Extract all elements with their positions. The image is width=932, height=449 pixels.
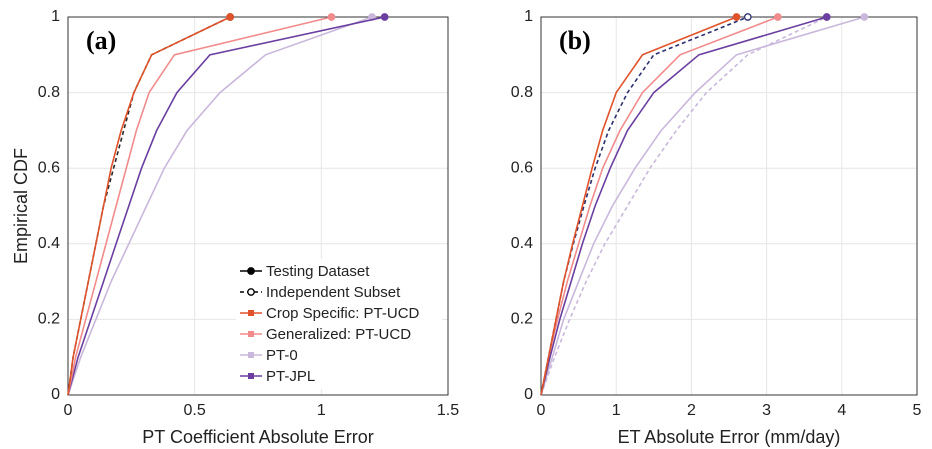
marker [248, 373, 254, 379]
x-tick-label: 5 [913, 402, 922, 419]
y-tick-label: 1 [51, 8, 60, 25]
y-tick-label: 0.2 [511, 311, 533, 328]
cdf-line [67, 16, 332, 396]
x-tick-label: 1.5 [437, 402, 459, 419]
legend-label: Generalized: PT-UCD [266, 326, 411, 343]
plot-frame [540, 16, 918, 396]
y-tick-label: 1 [524, 8, 533, 25]
marker [248, 331, 254, 337]
legend-label: Independent Subset [266, 284, 401, 301]
legend-label: Crop Specific: PT-UCD [266, 305, 420, 322]
y-tick-label: 0.4 [38, 235, 60, 252]
y-tick-label: 0 [524, 386, 533, 403]
x-tick-label: 2 [687, 402, 696, 419]
marker [226, 13, 234, 21]
y-tick-label: 0.2 [38, 311, 60, 328]
x-tick-label: 1 [612, 402, 621, 419]
marker [860, 13, 869, 21]
marker [247, 267, 255, 275]
x-axis-label: ET Absolute Error (mm/day) [618, 427, 841, 447]
marker [774, 13, 782, 21]
y-axis-label: Empirical CDF [11, 148, 31, 264]
x-tick-label: 0.5 [184, 402, 206, 419]
panel-label: (a) [86, 26, 116, 55]
marker [380, 13, 389, 21]
x-tick-label: 4 [837, 402, 846, 419]
y-tick-label: 0.6 [38, 159, 60, 176]
x-tick-label: 0 [537, 402, 546, 419]
cdf-line [67, 16, 373, 396]
cdf-line [540, 16, 828, 396]
legend-label: PT-0 [266, 347, 298, 364]
x-tick-label: 3 [762, 402, 771, 419]
panel-label: (b) [559, 26, 591, 55]
y-tick-label: 0.8 [511, 84, 533, 101]
marker [248, 352, 254, 358]
x-tick-label: 0 [64, 402, 73, 419]
marker [732, 13, 741, 21]
y-tick-label: 0.4 [511, 235, 533, 252]
cdf-line [67, 16, 385, 396]
marker [247, 288, 255, 296]
y-tick-label: 0.8 [38, 84, 60, 101]
cdf-line [540, 16, 865, 396]
legend-box [236, 259, 442, 389]
marker [743, 13, 752, 21]
cdf-line [540, 16, 828, 396]
marker [327, 13, 336, 21]
marker [248, 310, 254, 316]
cdf-line [540, 16, 779, 396]
x-axis-label: PT Coefficient Absolute Error [142, 427, 373, 447]
x-tick-label: 1 [317, 402, 326, 419]
legend-label: PT-JPL [266, 368, 315, 385]
cdf-line [540, 16, 737, 396]
marker [822, 13, 831, 21]
legend-label: Testing Dataset [266, 263, 370, 280]
cdf-line [67, 16, 231, 396]
y-tick-label: 0.6 [511, 159, 533, 176]
cdf-line [67, 16, 231, 396]
plot-frame [67, 16, 449, 396]
y-tick-label: 0 [51, 386, 60, 403]
